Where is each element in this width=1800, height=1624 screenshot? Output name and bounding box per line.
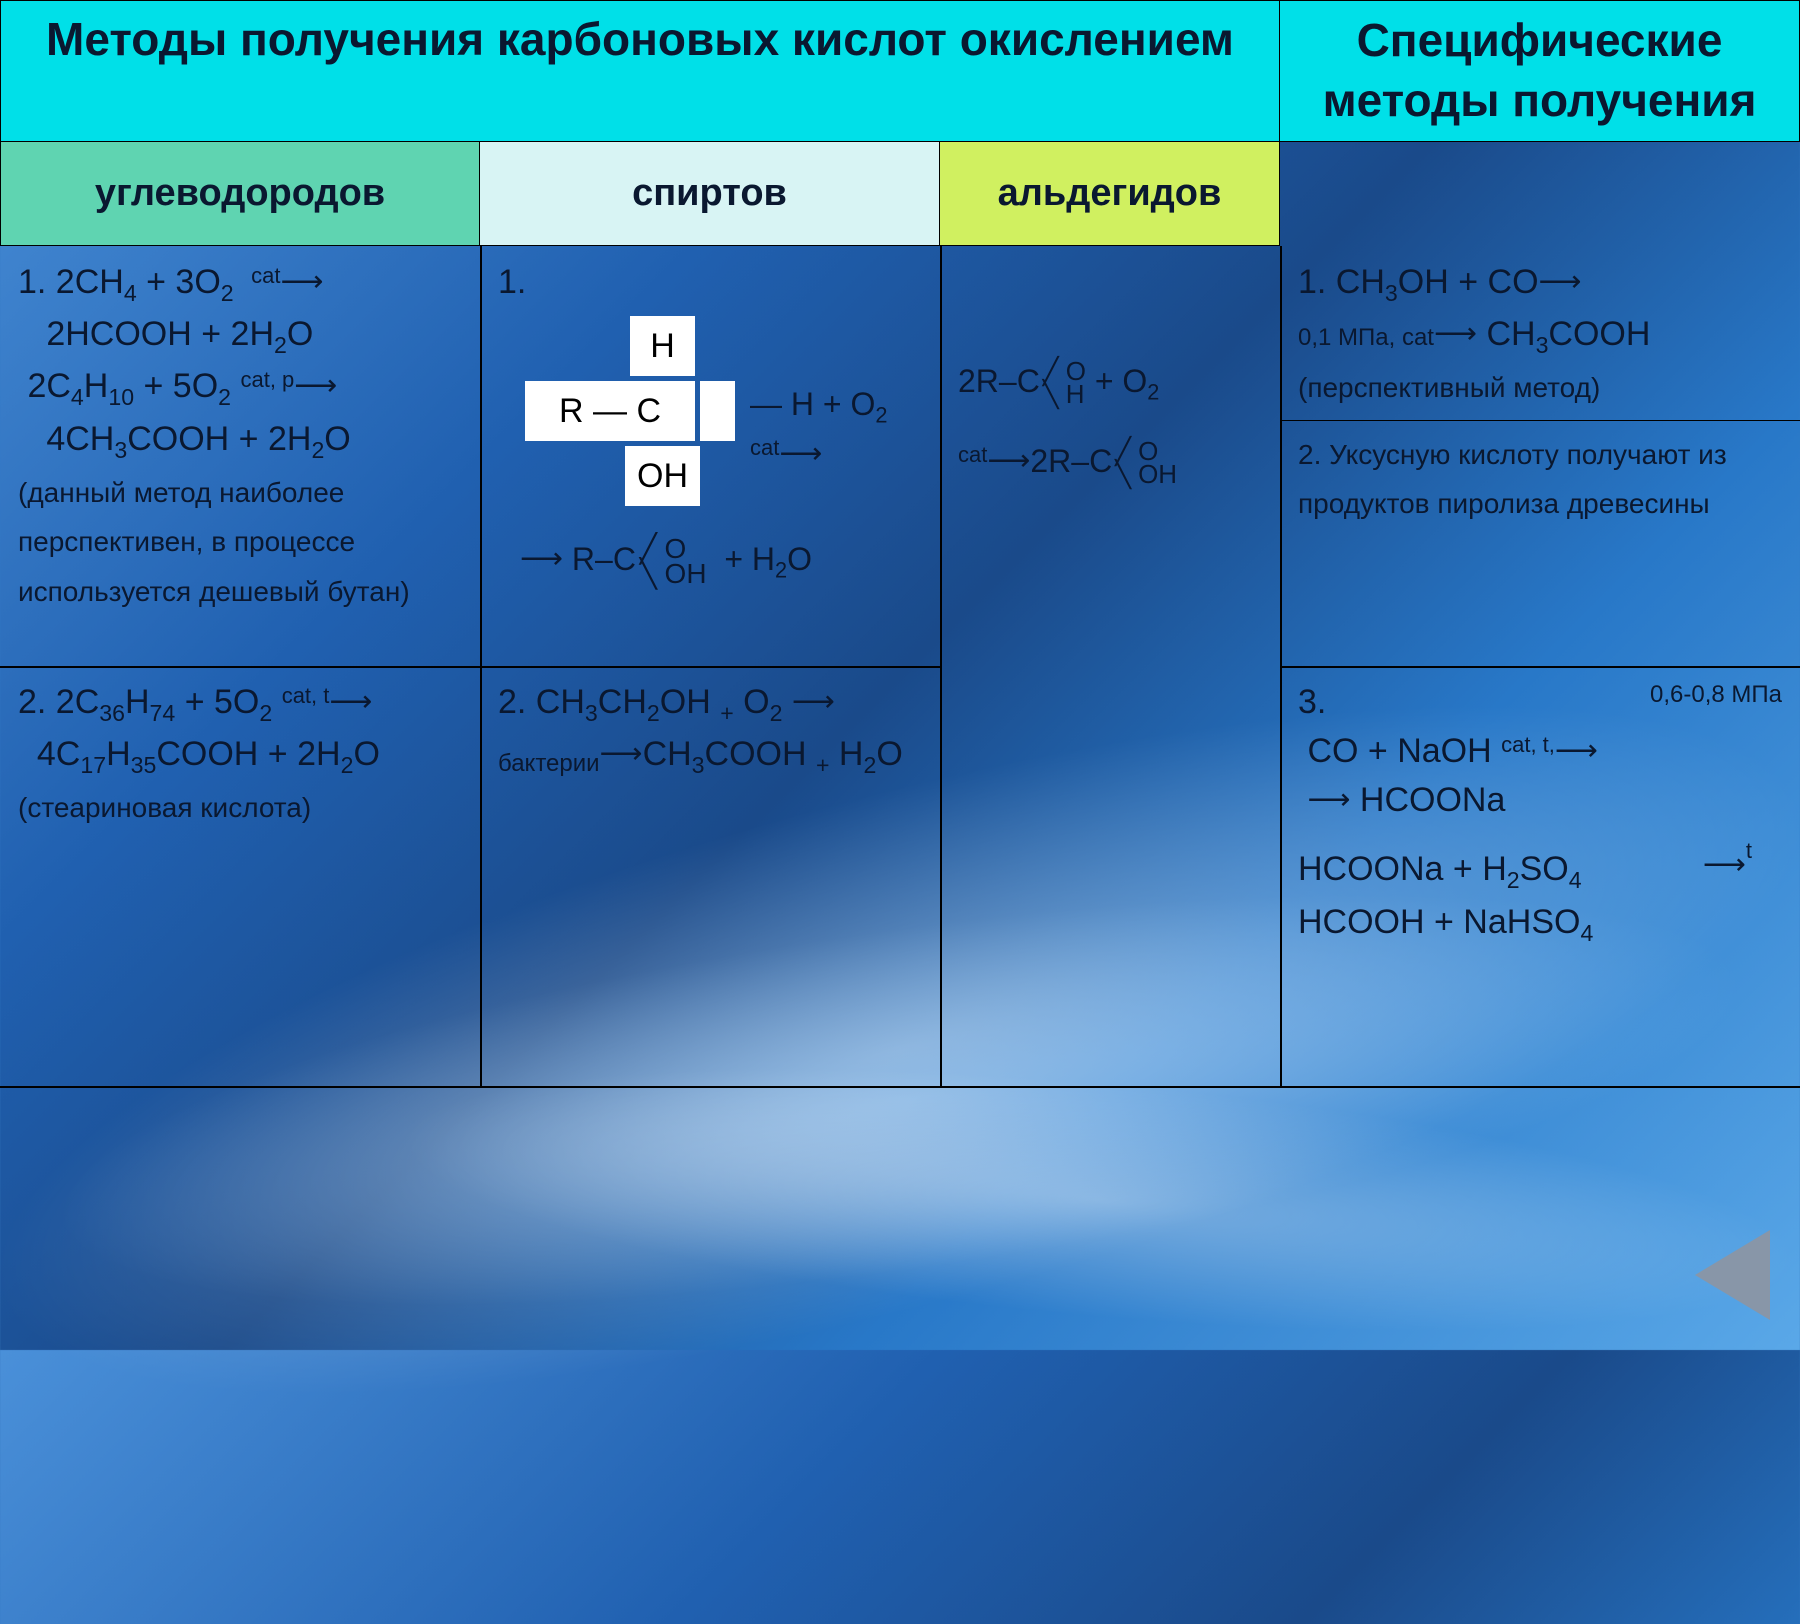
subheader-row: углеводородов спиртов альдегидов: [0, 142, 1280, 246]
cond1: 0,6-0,8 МПа: [1650, 678, 1782, 713]
subheader-aldehydes: альдегидов: [940, 142, 1280, 246]
atom-H: H: [630, 316, 695, 376]
cond2: cat, t,: [1501, 732, 1555, 757]
cell-aldehydes: 2R–C╱ O╲ H + O2 cat⟶2R–C╱ O╲ OH: [940, 246, 1280, 1086]
cond: 0,1 МПа, cat: [1298, 324, 1434, 351]
side-title: Специфические методы получения: [1280, 0, 1800, 142]
atom-R-C: R — C: [525, 381, 695, 441]
note: (данный метод наиболее перспективен, в п…: [18, 477, 410, 607]
cond: бактерии: [498, 750, 600, 777]
subheader-alcohols: спиртов: [480, 142, 940, 246]
note: (стеариновая кислота): [18, 792, 311, 823]
subheader-hydrocarbons: углеводородов: [0, 142, 480, 246]
cond: cat: [958, 442, 987, 467]
cell-specific-1-2: 1. CH3OH + CO⟶ 0,1 МПа, cat⟶ CH3COOH (пе…: [1280, 246, 1800, 666]
cell-specific-3: 3. 0,6-0,8 МПа CO + NaOH cat, t,⟶ ⟶ HCOO…: [1280, 666, 1800, 1086]
cell-hydrocarbons-2: 2. 2C36H74 + 5O2 cat, t⟶ 4C17H35COOH + 2…: [0, 666, 480, 1086]
cell-hydrocarbons-1: 1. 2CH4 + 3O2 cat⟶ 2HCOOH + 2H2O 2C4H10 …: [0, 246, 480, 666]
main-title: Методы получения карбоновых кислот окисл…: [0, 0, 1280, 142]
note: (перспективный метод): [1298, 372, 1600, 403]
num: 1. 2CH4 + 3O2: [18, 263, 234, 301]
header-row: Методы получения карбоновых кислот окисл…: [0, 0, 1800, 142]
text: Уксусную кислоту получают из продуктов п…: [1298, 439, 1727, 519]
atom-OH: OH: [625, 446, 700, 506]
cell-alcohols-1: 1. H R — C OH — H + O2 cat⟶ ⟶ R–C╱ O╲ OH…: [480, 246, 940, 666]
previous-slide-button[interactable]: [1695, 1230, 1770, 1320]
body-grid: 1. 2CH4 + 3O2 cat⟶ 2HCOOH + 2H2O 2C4H10 …: [0, 246, 1800, 1146]
cell-alcohols-2: 2. CH3CH2OH + O2 ⟶ бактерии⟶CH3COOH + H2…: [480, 666, 940, 1086]
slide-content: Методы получения карбоновых кислот окисл…: [0, 0, 1800, 1350]
